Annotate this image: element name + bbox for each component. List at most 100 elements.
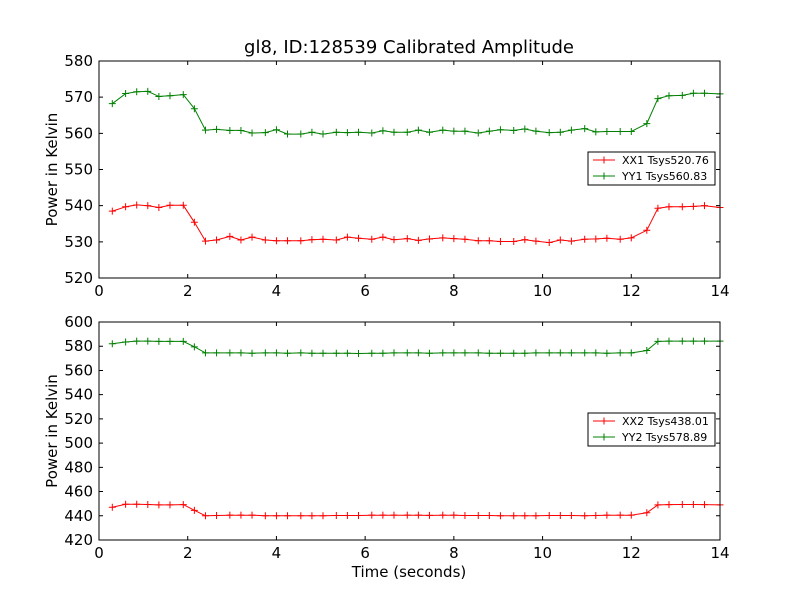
x-tick-label: 12 [622,544,641,562]
x-tick-label: 0 [94,282,104,300]
y-tick-label: 440 [64,507,93,525]
data-point-2-1 [144,501,152,509]
data-point-2-1 [155,501,163,509]
data-point-1-1 [319,235,327,243]
data-point-1-1 [485,237,493,245]
y-tick-label: 540 [64,386,93,404]
data-point-1-1 [284,237,292,245]
data-point-1-2 [133,88,141,96]
data-point-1-1 [226,232,234,240]
data-point-1-2 [272,126,280,134]
data-point-1-1 [425,235,433,243]
data-point-2-2 [166,337,174,345]
x-tick-label: 4 [272,544,282,562]
data-point-1-1 [237,236,245,244]
data-point-2-2 [603,349,611,357]
data-point-1-2 [700,89,708,97]
data-point-1-2 [108,100,116,108]
data-point-2-2 [461,349,469,357]
data-point-2-2 [567,349,575,357]
data-point-1-2 [567,126,575,134]
data-point-2-2 [237,349,245,357]
data-point-2-2 [414,349,422,357]
data-point-1-1 [179,201,187,209]
data-point-2-2 [689,337,697,345]
data-point-1-1 [627,234,635,242]
x-tick-label: 4 [272,282,282,300]
y-tick-label: 480 [64,458,93,476]
data-point-2-1 [425,511,433,519]
x-axis-label: Time (seconds) [351,563,467,581]
data-point-2-1 [485,512,493,520]
data-point-1-1 [155,203,163,211]
data-point-1-2 [343,129,351,137]
data-point-2-1 [461,512,469,520]
data-point-1-1 [213,236,221,244]
data-point-2-1 [581,512,589,520]
data-point-2-1 [133,500,141,508]
y-axis-label-1: Power in Kelvin [43,113,61,227]
data-point-2-1 [179,501,187,509]
legend-label: XX2 Tsys438.01 [622,415,709,428]
data-point-1-2 [439,126,447,134]
data-point-1-1 [403,235,411,243]
data-point-2-2 [592,349,600,357]
data-point-2-1 [272,512,280,520]
y-tick-label: 460 [64,483,93,501]
data-point-1-2 [581,125,589,133]
data-point-1-1 [354,234,362,242]
data-point-2-1 [284,512,292,520]
x-tick-label: 10 [533,282,552,300]
data-point-1-1 [689,202,697,210]
legend-box [587,151,716,186]
data-point-2-1 [166,501,174,509]
y-tick-label: 540 [64,197,93,215]
data-point-2-1 [201,512,209,520]
data-point-2-2 [190,343,198,351]
data-point-2-2 [450,349,458,357]
data-point-2-2 [122,338,130,346]
data-point-1-2 [627,128,635,136]
legend-label: YY1 Tsys560.83 [621,170,707,183]
y-tick-label: 580 [64,52,93,70]
data-point-2-1 [532,512,540,520]
data-point-2-1 [414,511,422,519]
data-point-1-1 [414,236,422,244]
data-point-1-2 [213,125,221,133]
y-tick-label: 570 [64,88,93,106]
data-point-2-2 [403,349,411,357]
data-point-1-1 [474,237,482,245]
data-point-1-1 [272,237,280,245]
data-point-1-2 [248,129,256,137]
data-point-2-2 [556,349,564,357]
data-point-2-2 [545,349,553,357]
data-point-2-1 [496,512,504,520]
legend-2: XX2 Tsys438.01 YY2 Tsys578.89 [587,412,716,447]
data-point-2-1 [510,512,518,520]
data-point-2-2 [261,349,269,357]
y-tick-label: 420 [64,531,93,549]
data-point-2-2 [654,337,662,345]
data-point-2-1 [545,512,553,520]
data-point-2-2 [343,349,351,357]
x-tick-label: 14 [710,544,729,562]
data-point-1-1 [521,236,529,244]
data-point-2-2 [213,349,221,357]
data-point-1-2 [643,120,651,128]
legend-label: YY2 Tsys578.89 [621,431,707,444]
data-point-2-2 [425,349,433,357]
data-point-2-1 [248,511,256,519]
legend-swatch [593,417,615,425]
data-point-1-2 [414,126,422,134]
legend-box [587,412,716,447]
data-point-1-1 [133,201,141,209]
x-tick-label: 8 [449,282,459,300]
data-point-1-1 [616,235,624,243]
data-point-2-2 [248,349,256,357]
data-point-1-1 [248,233,256,241]
data-point-2-1 [308,512,316,520]
data-point-2-1 [379,511,387,519]
data-point-2-1 [616,511,624,519]
data-point-1-2 [190,105,198,113]
data-point-2-1 [368,511,376,519]
